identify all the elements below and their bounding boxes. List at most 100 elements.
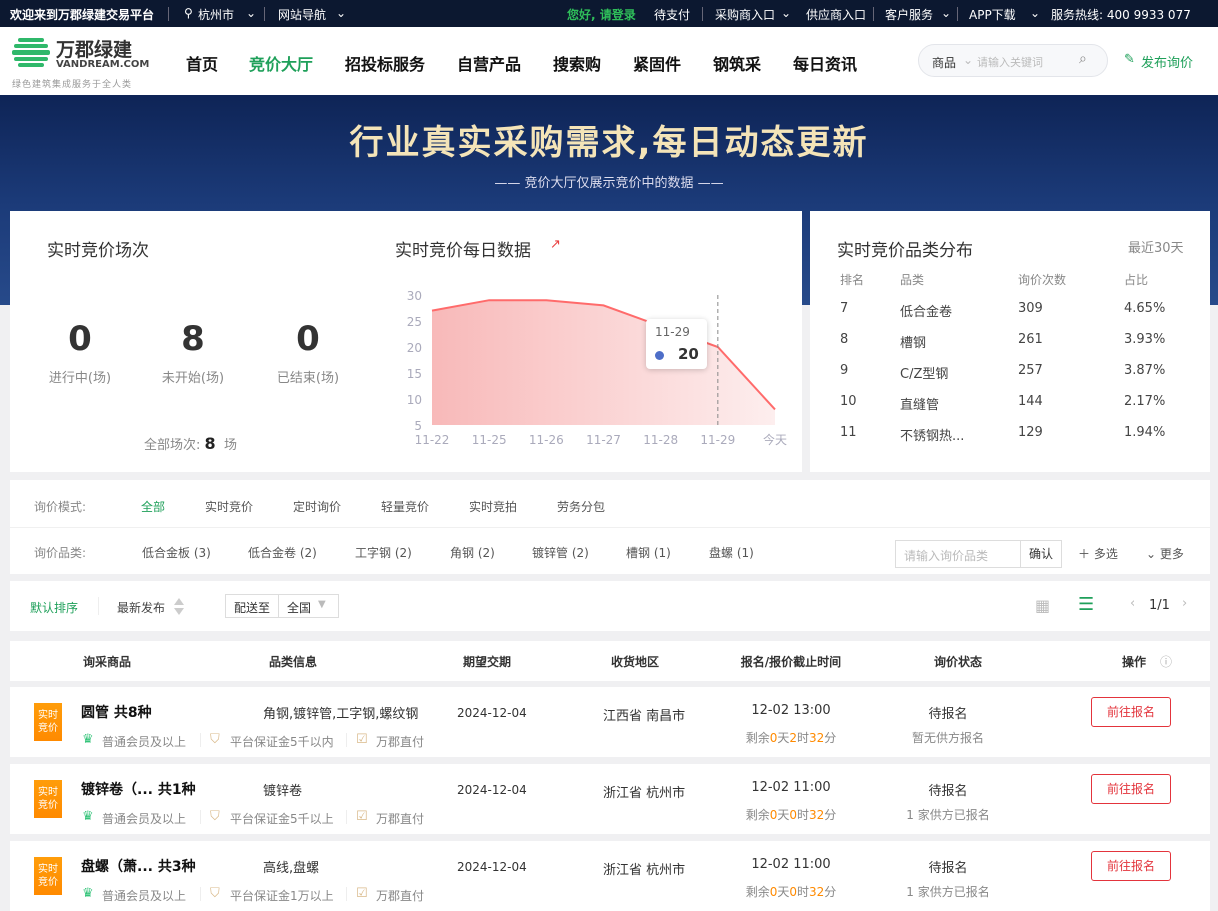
divider: [346, 887, 347, 901]
next-page-icon[interactable]: ›: [1182, 596, 1187, 611]
grid-view-icon[interactable]: ▦: [1035, 596, 1050, 615]
direct-pay-icon: ☑: [356, 732, 368, 747]
category-search-input[interactable]: 请输入询价品类: [895, 540, 1021, 568]
product-name[interactable]: 镀锌卷（... 共1种: [81, 779, 196, 799]
register-button[interactable]: 前往报名: [1091, 697, 1171, 727]
search-scope-select[interactable]: 商品: [932, 54, 956, 71]
confirm-button[interactable]: 确认: [1020, 540, 1062, 568]
nav-search-buy[interactable]: 搜索购: [553, 51, 601, 75]
distribution-cell: 槽钢: [900, 332, 926, 351]
x-tick-label: 11-27: [586, 433, 621, 447]
column-header: 收货地区: [575, 653, 695, 670]
category-placeholder: 请输入询价品类: [904, 547, 988, 564]
remaining-part: 天: [777, 808, 789, 822]
y-tick-label: 5: [414, 419, 422, 433]
divider: [10, 527, 1210, 528]
publish-inquiry-link[interactable]: 发布询价: [1141, 52, 1193, 71]
banner-subtitle-text: 竞价大厅仅展示竞价中的数据: [524, 176, 693, 191]
register-button[interactable]: 前往报名: [1091, 851, 1171, 881]
ship-to-select[interactable]: 配送至 全国 ▼: [225, 594, 339, 618]
chevron-down-icon: ⌄: [781, 6, 791, 20]
product-name[interactable]: 盘螺（萧... 共3种: [81, 856, 196, 876]
nav-news[interactable]: 每日资讯: [793, 51, 857, 75]
nav-steel[interactable]: 钢筑采: [713, 51, 761, 75]
distribution-header: 品类: [900, 271, 924, 288]
category-option[interactable]: 镀锌管 (2): [532, 544, 589, 561]
category-option[interactable]: 低合金板 (3): [142, 544, 211, 561]
site-nav-menu[interactable]: 网站导航: [278, 6, 326, 23]
column-header: 期望交期: [427, 653, 547, 670]
divider: [278, 595, 279, 617]
divider: [264, 7, 265, 21]
total-sessions: 全部场次: 8 场: [144, 434, 237, 453]
category-option[interactable]: 工字钢 (2): [355, 544, 412, 561]
product-name[interactable]: 圆管 共8种: [81, 702, 152, 722]
sort-latest[interactable]: 最新发布: [117, 599, 165, 616]
x-tick-label: 11-28: [643, 433, 678, 447]
nav-fasteners[interactable]: 紧固件: [633, 51, 681, 75]
distribution-cell: 8: [840, 332, 848, 347]
mode-option[interactable]: 实时竞拍: [469, 498, 517, 515]
remaining-part: 2: [789, 731, 797, 745]
logo-icon[interactable]: [12, 38, 50, 70]
category-info: 镀锌卷: [263, 780, 302, 799]
distribution-cell: 直缝管: [900, 394, 939, 413]
column-header: 询价状态: [898, 653, 1018, 670]
distribution-period: 最近30天: [1128, 237, 1184, 256]
nav-tender[interactable]: 招投标服务: [345, 51, 425, 75]
buyer-entry-menu[interactable]: 采购商入口: [715, 6, 775, 23]
realtime-bid-tag: 实时竞价: [34, 703, 62, 741]
login-link[interactable]: 您好, 请登录: [567, 6, 636, 23]
distribution-cell: 4.65%: [1124, 301, 1165, 316]
divider: [346, 733, 347, 747]
distribution-cell: 3.93%: [1124, 332, 1165, 347]
mode-option[interactable]: 实时竞价: [205, 498, 253, 515]
prev-page-icon[interactable]: ‹: [1130, 596, 1135, 611]
distribution-cell: 257: [1018, 363, 1043, 378]
distribution-header: 排名: [840, 271, 864, 288]
category-option[interactable]: 槽钢 (1): [626, 544, 671, 561]
chart-title: 实时竞价每日数据: [395, 236, 531, 261]
remaining-part: 时: [797, 731, 809, 745]
nav-own-products[interactable]: 自营产品: [457, 51, 521, 75]
status-detail: 暂无供方报名: [878, 729, 1018, 746]
pending-pay-link[interactable]: 待支付: [654, 6, 690, 23]
more-button[interactable]: ⌄ 更多: [1146, 545, 1184, 562]
mode-option[interactable]: 定时询价: [293, 498, 341, 515]
register-button[interactable]: 前往报名: [1091, 774, 1171, 804]
remaining-part: 天: [777, 885, 789, 899]
help-icon[interactable]: ⓘ: [1160, 653, 1172, 670]
status: 待报名: [888, 703, 1008, 722]
app-download-menu[interactable]: APP下载: [969, 6, 1016, 23]
trend-up-icon: ↗: [550, 237, 561, 252]
y-tick-label: 30: [407, 289, 422, 303]
column-header: 操作: [1114, 653, 1154, 670]
requirement-badge: 万郡直付: [376, 733, 424, 750]
top-bar: 欢迎来到万郡绿建交易平台 ⚲ 杭州市 ⌄ 网站导航 ⌄ 您好, 请登录 待支付 …: [0, 0, 1218, 27]
delivery-date: 2024-12-04: [457, 706, 527, 720]
nav-home[interactable]: 首页: [186, 51, 218, 75]
supplier-entry-link[interactable]: 供应商入口: [806, 6, 866, 23]
mode-option[interactable]: 劳务分包: [557, 498, 605, 515]
search-icon[interactable]: ⌕: [1079, 51, 1087, 67]
requirement-badge: 普通会员及以上: [102, 887, 186, 904]
search-box: 商品 ⌄ 请输入关键词 ⌕: [918, 44, 1108, 77]
list-view-icon[interactable]: ☰: [1078, 594, 1094, 615]
chevron-down-icon: ⌄: [1030, 6, 1040, 20]
mode-option[interactable]: 轻量竞价: [381, 498, 429, 515]
city-selector[interactable]: 杭州市: [198, 6, 234, 23]
sort-arrows-icon: [174, 598, 184, 615]
category-option[interactable]: 盘螺 (1): [709, 544, 754, 561]
sort-default[interactable]: 默认排序: [30, 599, 78, 616]
remaining-part: 0: [789, 885, 797, 899]
nav-bidding-hall[interactable]: 竞价大厅: [249, 51, 313, 75]
search-input[interactable]: 请输入关键词: [977, 54, 1043, 70]
category-option[interactable]: 角钢 (2): [450, 544, 495, 561]
category-option[interactable]: 低合金卷 (2): [248, 544, 317, 561]
delivery-date: 2024-12-04: [457, 783, 527, 797]
deposit-shield-icon: ⛉: [210, 732, 220, 747]
mode-option[interactable]: 全部: [141, 498, 165, 515]
customer-service-menu[interactable]: 客户服务: [885, 6, 933, 23]
y-tick-label: 15: [407, 367, 422, 381]
multi-select-button[interactable]: ＋ 多选: [1078, 545, 1118, 562]
